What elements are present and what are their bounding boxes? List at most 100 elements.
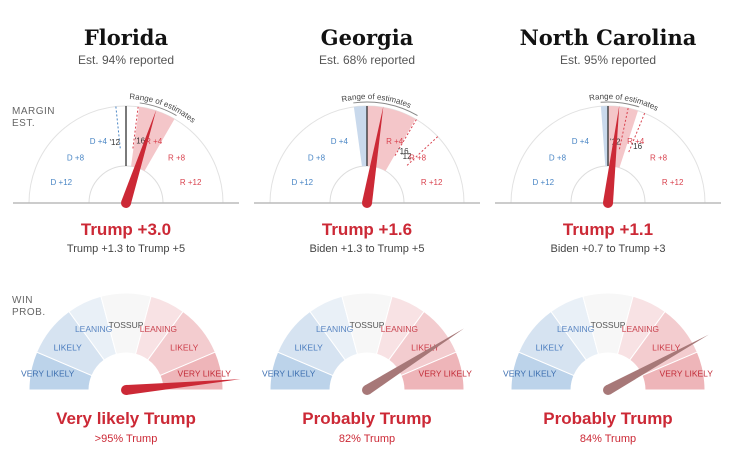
axis-tick-label: D +12	[533, 178, 555, 187]
state-title: Florida	[84, 25, 169, 50]
margin-range-text: Biden +0.7 to Trump +3	[551, 243, 666, 255]
axis-tick-label: R +12	[421, 178, 443, 187]
past-margin-label: '16	[632, 142, 643, 151]
win-zone-label: VERY LIKELY	[419, 368, 473, 378]
needle-hub	[362, 385, 372, 395]
margin-range-text: Biden +1.3 to Trump +5	[310, 243, 425, 255]
margin-row-label-1: MARGIN	[12, 106, 55, 117]
win-zone-label: VERY LIKELY	[503, 368, 557, 378]
axis-tick-label: R +8	[409, 153, 427, 162]
win-zone	[159, 351, 224, 391]
win-outcome-text: Probably Trump	[302, 409, 431, 428]
range-dem-band	[600, 106, 608, 167]
gauge-inner-ring	[88, 165, 164, 204]
win-zone	[641, 351, 706, 391]
win-zone-label: LIKELY	[54, 343, 83, 353]
reported-text: Est. 68% reported	[319, 53, 415, 67]
state-title: North Carolina	[520, 25, 697, 50]
state-column-florida: Florida Est. 94% reported Range of estim…	[13, 25, 241, 445]
win-zone-label: LIKELY	[170, 343, 199, 353]
margin-estimate-text: Trump +1.1	[563, 220, 653, 239]
past-margin-line	[115, 106, 121, 149]
axis-tick-label: D +12	[292, 178, 314, 187]
win-zone-label: LIKELY	[652, 343, 681, 353]
win-zone-label: TOSSUP	[350, 320, 385, 330]
axis-tick-label: D +12	[51, 178, 73, 187]
margin-estimate-text: Trump +1.6	[322, 220, 412, 239]
axis-tick-label: D +4	[90, 137, 108, 146]
win-zone-label: VERY LIKELY	[21, 368, 75, 378]
win-zone-label: LEANING	[316, 324, 353, 334]
axis-tick-label: D +8	[308, 153, 326, 162]
axis-tick-label: R +12	[662, 178, 684, 187]
margin-estimate-text: Trump +3.0	[81, 220, 171, 239]
past-margin-label: '12	[401, 152, 412, 161]
needle	[605, 334, 709, 395]
win-zone-label: LEANING	[140, 324, 177, 334]
gauge-inner-ring	[570, 165, 646, 204]
axis-tick-label: R +8	[650, 153, 668, 162]
win-zone-label: VERY LIKELY	[660, 368, 714, 378]
win-zone	[400, 351, 465, 391]
win-zone-label: LEANING	[381, 324, 418, 334]
needle-hub	[362, 198, 372, 208]
past-margin-label: '16	[398, 147, 409, 156]
win-outcome-text: Probably Trump	[543, 409, 672, 428]
margin-range-text: Trump +1.3 to Trump +5	[67, 243, 185, 255]
range-bracket	[139, 102, 177, 116]
win-zone-label: TOSSUP	[109, 320, 144, 330]
needle-hub	[121, 198, 131, 208]
reported-text: Est. 94% reported	[78, 53, 174, 67]
axis-tick-label: R +4	[386, 137, 404, 146]
win-zone-label: LIKELY	[411, 343, 440, 353]
state-column-georgia: Georgia Est. 68% reported Range of estim…	[254, 25, 480, 445]
range-dem-band	[353, 106, 367, 167]
axis-tick-label: R +4	[627, 137, 645, 146]
axis-tick-label: R +8	[168, 153, 186, 162]
win-outcome-text: Very likely Trump	[56, 409, 196, 428]
range-bracket	[353, 101, 418, 116]
past-margin-line	[618, 108, 629, 150]
gauge-inner-ring	[329, 165, 405, 204]
past-margin-line	[132, 106, 139, 149]
win-probability-text: 84% Trump	[580, 433, 636, 445]
needle	[364, 328, 465, 395]
win-row-label-1: WIN	[12, 295, 33, 306]
needle-hub	[603, 385, 613, 395]
win-zone-label: LEANING	[75, 324, 112, 334]
reported-text: Est. 95% reported	[560, 53, 656, 67]
axis-tick-label: D +4	[331, 137, 349, 146]
win-zone-label: LIKELY	[536, 343, 565, 353]
win-probability-text: >95% Trump	[95, 433, 158, 445]
win-zone-label: LIKELY	[295, 343, 324, 353]
win-zone-label: TOSSUP	[591, 320, 626, 330]
past-margin-label: '12	[110, 138, 121, 147]
margin-row-label-2: EST.	[12, 118, 35, 129]
needle-hub	[121, 385, 131, 395]
needle	[603, 105, 620, 204]
needle-hub	[603, 198, 613, 208]
axis-tick-label: R +12	[180, 178, 202, 187]
win-row-label-2: PROB.	[12, 307, 46, 318]
win-zone-label: VERY LIKELY	[178, 368, 232, 378]
range-rep-band	[367, 106, 416, 171]
axis-tick-label: D +8	[67, 153, 85, 162]
needle	[121, 109, 157, 205]
win-zone-label: LEANING	[622, 324, 659, 334]
state-column-north-carolina: North Carolina Est. 95% reported Range o…	[495, 25, 721, 445]
past-margin-line	[406, 136, 439, 166]
state-title: Georgia	[321, 25, 414, 50]
past-margin-line	[628, 113, 646, 153]
win-zone-label: LEANING	[557, 324, 594, 334]
axis-tick-label: R +4	[145, 137, 163, 146]
needle	[362, 106, 384, 204]
win-probability-text: 82% Trump	[339, 433, 395, 445]
axis-tick-label: D +8	[549, 153, 567, 162]
needle	[125, 379, 241, 395]
